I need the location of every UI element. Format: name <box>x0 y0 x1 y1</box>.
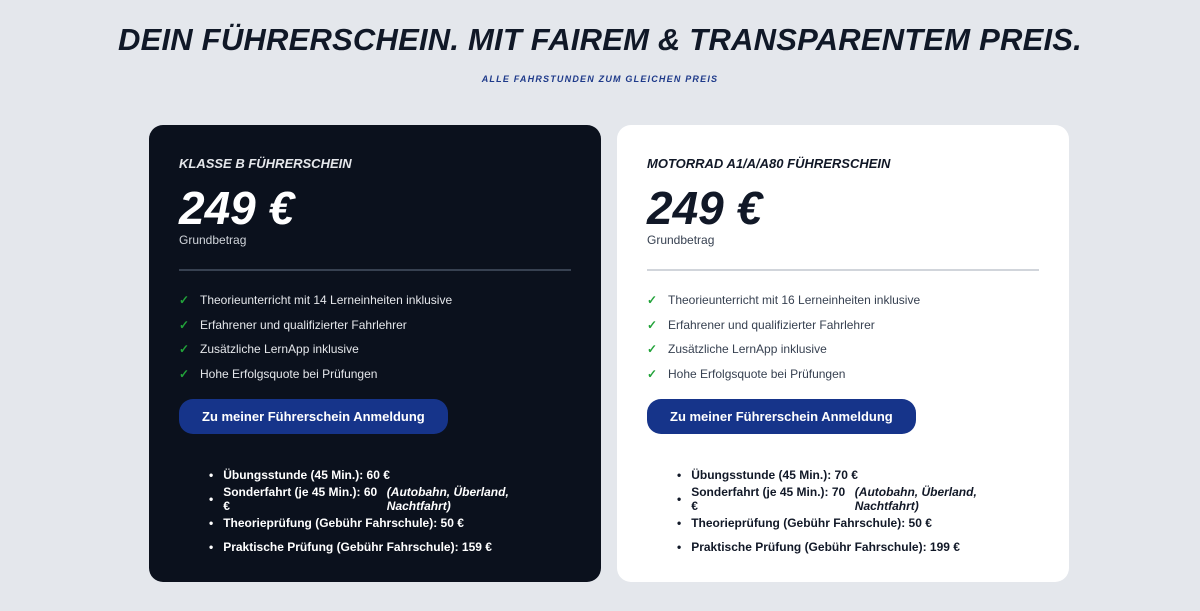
feature-item: ✓ Hohe Erfolgsquote bei Prüfungen <box>647 362 1039 387</box>
fee-text: Sonderfahrt (je 45 Min.): 70 € <box>691 485 846 513</box>
feature-item: ✓ Hohe Erfolgsquote bei Prüfungen <box>179 362 571 387</box>
fee-text: Sonderfahrt (je 45 Min.): 60 € <box>223 485 378 513</box>
feature-text: Hohe Erfolgsquote bei Prüfungen <box>668 366 846 381</box>
check-icon: ✓ <box>647 293 658 308</box>
check-icon: ✓ <box>647 317 658 332</box>
price-label: Grundbetrag <box>179 233 247 247</box>
feature-item: ✓ Theorieunterricht mit 16 Lerneinheiten … <box>647 288 1039 313</box>
fee-item: Übungsstunde (45 Min.): 60 € <box>209 463 571 487</box>
check-icon: ✓ <box>647 366 658 381</box>
check-icon: ✓ <box>179 366 190 381</box>
feature-item: ✓ Zusätzliche LernApp inklusive <box>179 337 571 362</box>
feature-item: ✓ Theorieunterricht mit 14 Lerneinheiten … <box>179 288 571 313</box>
page-title: DEIN FÜHRERSCHEIN. MIT FAIREM & TRANSPAR… <box>118 22 1082 57</box>
registration-button[interactable]: Zu meiner Führerschein Anmeldung <box>647 399 916 434</box>
fee-text: Praktische Prüfung (Gebühr Fahrschule): … <box>691 540 960 554</box>
divider <box>647 269 1039 271</box>
page-subtitle: ALLE FAHRSTUNDEN ZUM GLEICHEN PREIS <box>481 74 719 84</box>
feature-text: Theorieunterricht mit 16 Lerneinheiten i… <box>668 293 921 308</box>
feature-text: Hohe Erfolgsquote bei Prüfungen <box>200 366 378 381</box>
price-label: Grundbetrag <box>647 233 715 247</box>
fee-note: (Autobahn, Überland, Nachtfahrt) <box>386 485 509 513</box>
fee-text: Theorieprüfung (Gebühr Fahrschule): 50 € <box>223 516 464 530</box>
feature-text: Zusätzliche LernApp inklusive <box>200 342 359 357</box>
check-icon: ✓ <box>647 342 658 357</box>
fee-item: Praktische Prüfung (Gebühr Fahrschule): … <box>677 535 1039 559</box>
fee-item: Praktische Prüfung (Gebühr Fahrschule): … <box>209 535 571 559</box>
fee-list: Übungsstunde (45 Min.): 70 € Sonderfahrt … <box>647 463 1039 559</box>
check-icon: ✓ <box>179 342 190 357</box>
feature-text: Erfahrener und qualifizierter Fahrlehrer <box>668 317 875 332</box>
feature-text: Zusätzliche LernApp inklusive <box>668 342 827 357</box>
fee-list: Übungsstunde (45 Min.): 60 € Sonderfahrt … <box>179 463 571 559</box>
divider <box>179 269 571 271</box>
pricing-card: KLASSE B FÜHRERSCHEIN 249 € Grundbetrag … <box>149 125 601 582</box>
feature-text: Theorieunterricht mit 14 Lerneinheiten i… <box>200 293 453 308</box>
fee-item: Theorieprüfung (Gebühr Fahrschule): 50 € <box>677 511 1039 535</box>
fee-item: Sonderfahrt (je 45 Min.): 70 € (Autobahn,… <box>677 485 1039 513</box>
fee-text: Theorieprüfung (Gebühr Fahrschule): 50 € <box>691 516 932 530</box>
check-icon: ✓ <box>179 293 190 308</box>
check-icon: ✓ <box>179 317 190 332</box>
feature-list: ✓ Theorieunterricht mit 14 Lerneinheiten … <box>179 288 571 386</box>
fee-text: Praktische Prüfung (Gebühr Fahrschule): … <box>223 540 492 554</box>
feature-item: ✓ Zusätzliche LernApp inklusive <box>647 337 1039 362</box>
feature-item: ✓ Erfahrener und qualifizierter Fahrlehre… <box>647 313 1039 338</box>
fee-note: (Autobahn, Überland, Nachtfahrt) <box>854 485 977 513</box>
pricing-card: MOTORRAD A1/A/A80 FÜHRERSCHEIN 249 € Gru… <box>617 125 1069 582</box>
feature-item: ✓ Erfahrener und qualifizierter Fahrlehre… <box>179 313 571 338</box>
fee-text: Übungsstunde (45 Min.): 70 € <box>691 468 858 482</box>
fee-item: Übungsstunde (45 Min.): 70 € <box>677 463 1039 487</box>
card-title: MOTORRAD A1/A/A80 FÜHRERSCHEIN <box>647 156 891 171</box>
fee-item: Theorieprüfung (Gebühr Fahrschule): 50 € <box>209 511 571 535</box>
feature-text: Erfahrener und qualifizierter Fahrlehrer <box>200 317 407 332</box>
price: 249 € <box>179 182 295 234</box>
fee-text: Übungsstunde (45 Min.): 60 € <box>223 468 390 482</box>
feature-list: ✓ Theorieunterricht mit 16 Lerneinheiten … <box>647 288 1039 386</box>
fee-item: Sonderfahrt (je 45 Min.): 60 € (Autobahn,… <box>209 485 571 513</box>
registration-button[interactable]: Zu meiner Führerschein Anmeldung <box>179 399 448 434</box>
card-title: KLASSE B FÜHRERSCHEIN <box>179 156 352 171</box>
price: 249 € <box>647 182 763 234</box>
